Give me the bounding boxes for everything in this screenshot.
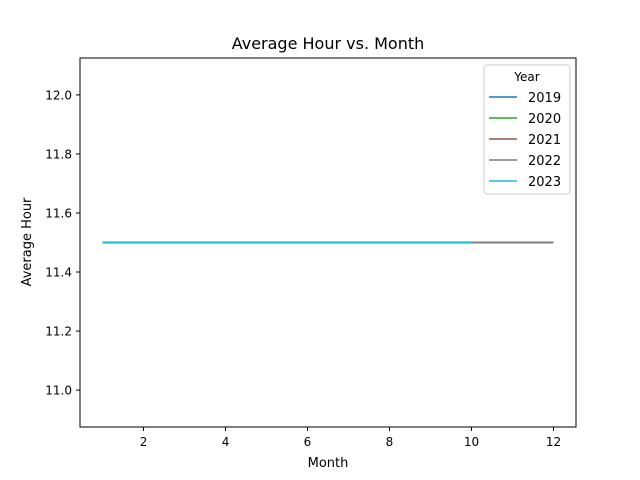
x-axis-label: Month	[308, 456, 349, 471]
legend: Year 2019 2020 2021 2022 2023	[483, 64, 571, 195]
legend-entries: 2019 2020 2021 2022 2023	[489, 91, 561, 190]
y-axis-ticks: 11.0 11.2 11.4 11.6 11.8 12.0	[45, 88, 80, 398]
x-tick-label: 8	[386, 435, 394, 449]
x-tick-label: 6	[304, 435, 312, 449]
chart-title: Average Hour vs. Month	[232, 34, 425, 53]
y-tick-label: 12.0	[45, 88, 72, 102]
y-axis-label: Average Hour	[20, 197, 35, 286]
legend-label: 2020	[528, 112, 561, 127]
legend-title: Year	[513, 70, 539, 84]
x-tick-label: 4	[222, 435, 230, 449]
legend-label: 2021	[528, 133, 561, 148]
legend-label: 2023	[528, 175, 561, 190]
legend-entry-2019: 2019	[489, 91, 561, 106]
legend-entry-2022: 2022	[489, 154, 561, 169]
legend-entry-2021: 2021	[489, 133, 561, 148]
x-tick-label: 10	[464, 435, 479, 449]
legend-label: 2022	[528, 154, 561, 169]
x-tick-label: 2	[140, 435, 148, 449]
legend-entry-2020: 2020	[489, 112, 561, 127]
y-tick-label: 11.6	[45, 206, 72, 220]
y-tick-label: 11.2	[45, 325, 72, 339]
y-tick-label: 11.8	[45, 147, 72, 161]
plot-frame	[79, 57, 577, 428]
y-tick-label: 11.0	[45, 384, 72, 398]
x-axis-ticks: 2 4 6 8 10 12	[140, 427, 561, 449]
y-tick-label: 11.4	[45, 266, 72, 280]
legend-entry-2023: 2023	[489, 175, 561, 190]
legend-label: 2019	[528, 91, 561, 106]
x-tick-label: 12	[546, 435, 561, 449]
